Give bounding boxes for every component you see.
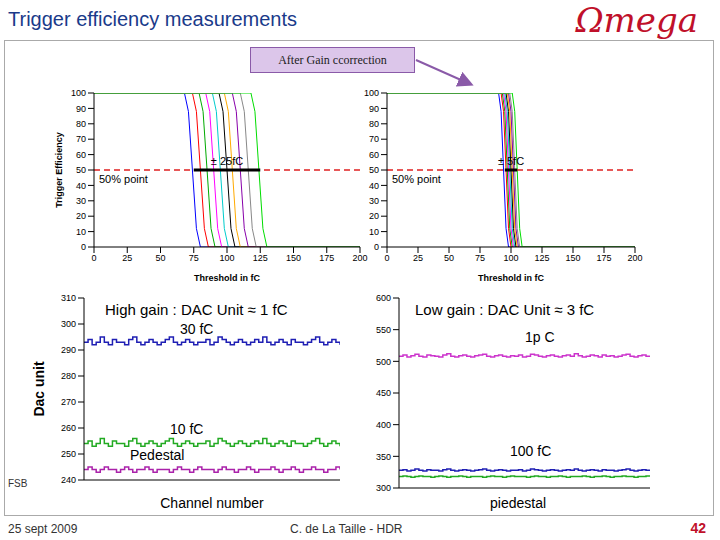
svg-text:260: 260 [61,423,76,433]
html-text:Pedestal: Pedestal [130,447,185,463]
svg-text:270: 270 [61,397,76,407]
html-text:10 fC: 10 fC [170,421,204,437]
svg-text:0: 0 [91,253,96,263]
svg-text:310: 310 [61,293,76,303]
html-text:High gain : DAC Unit ≈ 1 fC: High gain : DAC Unit ≈ 1 fC [105,301,288,318]
svg-text:75: 75 [189,253,199,263]
svg-text:175: 175 [596,253,611,263]
svg-text:50: 50 [155,253,165,263]
svg-text:290: 290 [61,345,76,355]
svg-text:20: 20 [76,211,86,221]
svg-text:25: 25 [413,253,423,263]
svg-text:0: 0 [384,253,389,263]
svg-text:10: 10 [369,227,379,237]
svg-text:550: 550 [376,325,391,335]
html-text:30 fC: 30 fC [180,321,214,337]
svg-text:0: 0 [81,242,86,252]
svg-text:40: 40 [369,181,379,191]
svg-text:100: 100 [503,253,518,263]
svg-text:450: 450 [376,388,391,398]
svg-text:80: 80 [76,119,86,129]
svg-text:90: 90 [369,104,379,114]
html-text:100 fC: 100 fC [510,443,552,459]
svg-text:± 5fC: ± 5fC [498,155,524,167]
svg-text:40: 40 [76,181,86,191]
svg-text:80: 80 [369,119,379,129]
svg-text:20: 20 [369,211,379,221]
html-text:Trigger efficiency measurement: Trigger efficiency measurements [8,8,297,30]
svg-text:75: 75 [475,253,485,263]
svg-text:Dac unit: Dac unit [31,361,47,417]
svg-text:50: 50 [444,253,454,263]
svg-text:90: 90 [76,104,86,114]
svg-text:200: 200 [627,253,642,263]
html-text:1p C: 1p C [525,329,555,345]
svg-text:200: 200 [352,253,367,263]
svg-text:60: 60 [369,150,379,160]
html-text:42: 42 [690,520,706,536]
html-text:25 sept 2009: 25 sept 2009 [8,522,78,536]
svg-text:600: 600 [376,293,391,303]
svg-text:350: 350 [376,452,391,462]
svg-text:Threshold in fC: Threshold in fC [478,273,544,283]
html-text:C. de La Taille - HDR: C. de La Taille - HDR [290,522,403,536]
svg-text:70: 70 [76,134,86,144]
svg-text:150: 150 [565,253,580,263]
html-text:FSB: FSB [8,478,28,489]
svg-text:Channel number: Channel number [160,495,264,508]
html-text:After Gain ccorrection: After Gain ccorrection [278,52,387,67]
svg-text:60: 60 [76,150,86,160]
html-text:Low gain : DAC Unit ≈ 3 fC: Low gain : DAC Unit ≈ 3 fC [415,301,595,318]
svg-text:30: 30 [369,196,379,206]
svg-text:50% point: 50% point [392,173,441,185]
svg-text:100: 100 [364,88,379,98]
svg-text:280: 280 [61,371,76,381]
svg-text:100: 100 [71,88,86,98]
svg-text:500: 500 [376,357,391,367]
svg-text:25: 25 [122,253,132,263]
svg-text:250: 250 [61,449,76,459]
svg-text:300: 300 [376,483,391,493]
svg-text:50% point: 50% point [99,173,148,185]
svg-text:125: 125 [253,253,268,263]
svg-text:30: 30 [76,196,86,206]
svg-text:Trigger Efficiency: Trigger Efficiency [54,132,64,208]
svg-text:150: 150 [286,253,301,263]
svg-text:0: 0 [374,242,379,252]
html-text:piedestal: piedestal [490,495,546,511]
svg-text:70: 70 [369,134,379,144]
svg-text:240: 240 [61,475,76,485]
svg-text:100: 100 [219,253,234,263]
svg-text:175: 175 [319,253,334,263]
svg-text:± 25fC: ± 25fC [211,155,243,167]
svg-text:50: 50 [76,165,86,175]
svg-text:10: 10 [76,227,86,237]
html-text:Ωmega: Ωmega [575,0,698,40]
svg-text:50: 50 [369,165,379,175]
svg-text:125: 125 [534,253,549,263]
svg-text:Threshold in fC: Threshold in fC [194,273,260,283]
svg-text:400: 400 [376,420,391,430]
svg-text:300: 300 [61,319,76,329]
